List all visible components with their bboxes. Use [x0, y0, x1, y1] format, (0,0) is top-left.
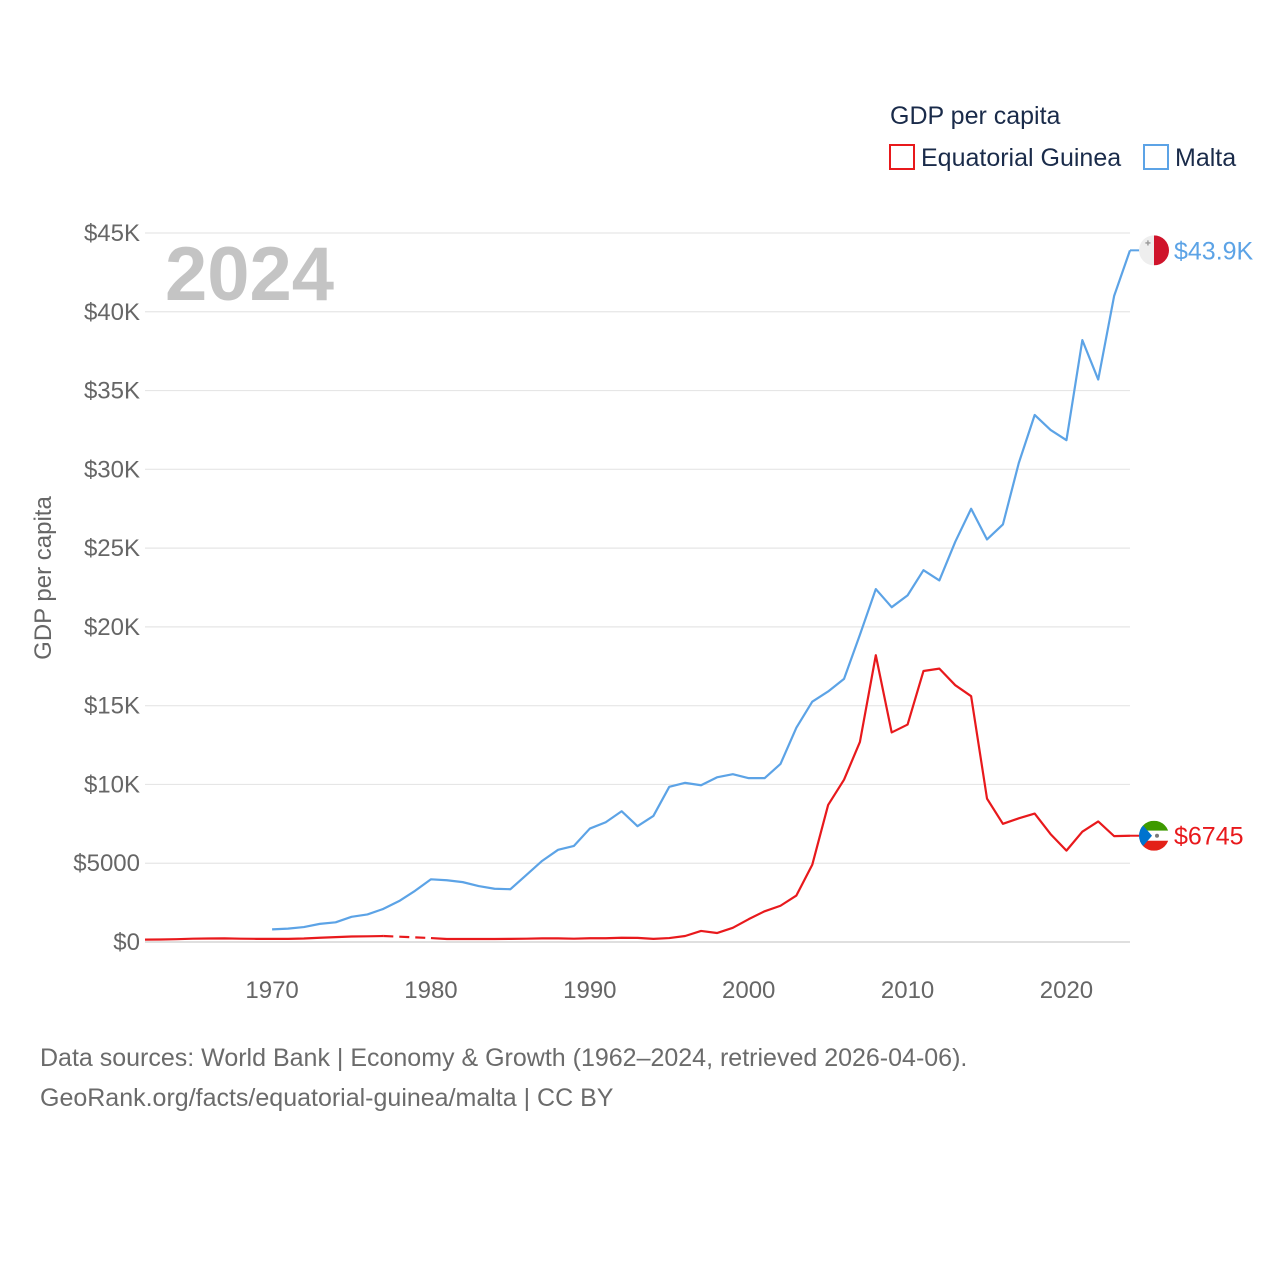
y-tick-label: $20K	[84, 614, 140, 641]
y-tick-label: $35K	[84, 378, 140, 405]
malta-flag-icon: ✚	[1139, 235, 1169, 266]
x-tick-label: 1980	[404, 977, 457, 1004]
legend-swatch-equatorial-guinea	[889, 144, 915, 170]
y-tick-label: $30K	[84, 456, 140, 483]
series-line-equatorial-guinea	[144, 934, 384, 941]
x-axis-ticks: 1970 1980 1990 2000 2010 2020	[245, 977, 1093, 1004]
y-tick-label: $40K	[84, 299, 140, 326]
y-tick-label: $5000	[73, 850, 140, 877]
y-axis-ticks: $0 $5000 $10K $15K $20K $25K $30K $35K $40K $45K	[73, 220, 140, 956]
series-gap-equatorial-guinea	[383, 934, 432, 940]
x-tick-label: 2020	[1040, 977, 1093, 1004]
series-line-malta	[272, 249, 1132, 931]
end-value-equatorial-guinea: $6745	[1174, 823, 1244, 851]
x-tick-label: 2000	[722, 977, 775, 1004]
y-tick-label: $0	[113, 929, 140, 956]
footer-sources: Data sources: World Bank | Economy & Gro…	[40, 1044, 968, 1072]
gridlines	[145, 232, 1130, 943]
y-tick-label: $15K	[84, 693, 140, 720]
legend-swatch-malta	[1143, 144, 1169, 170]
legend: GDP per capita Equatorial Guinea Malta	[889, 102, 1236, 172]
footer-attribution: GeoRank.org/facts/equatorial-guinea/malt…	[40, 1084, 614, 1112]
series-line-equatorial-guinea	[430, 654, 1131, 941]
y-axis-title: GDP per capita	[30, 496, 57, 660]
legend-label-equatorial-guinea: Equatorial Guinea	[921, 144, 1121, 172]
y-tick-label: $45K	[84, 220, 140, 247]
svg-text:✚: ✚	[1145, 239, 1151, 247]
legend-title: GDP per capita	[890, 102, 1061, 130]
x-tick-label: 2010	[881, 977, 934, 1004]
x-tick-label: 1990	[563, 977, 616, 1004]
series-lines	[144, 249, 1140, 941]
equatorial-guinea-flag-icon	[1139, 820, 1169, 851]
end-value-malta: $43.9K	[1174, 237, 1254, 265]
legend-label-malta: Malta	[1175, 144, 1236, 172]
y-tick-label: $10K	[84, 771, 140, 798]
y-tick-label: $25K	[84, 535, 140, 562]
year-label: 2024	[165, 232, 334, 317]
x-tick-label: 1970	[245, 977, 298, 1004]
